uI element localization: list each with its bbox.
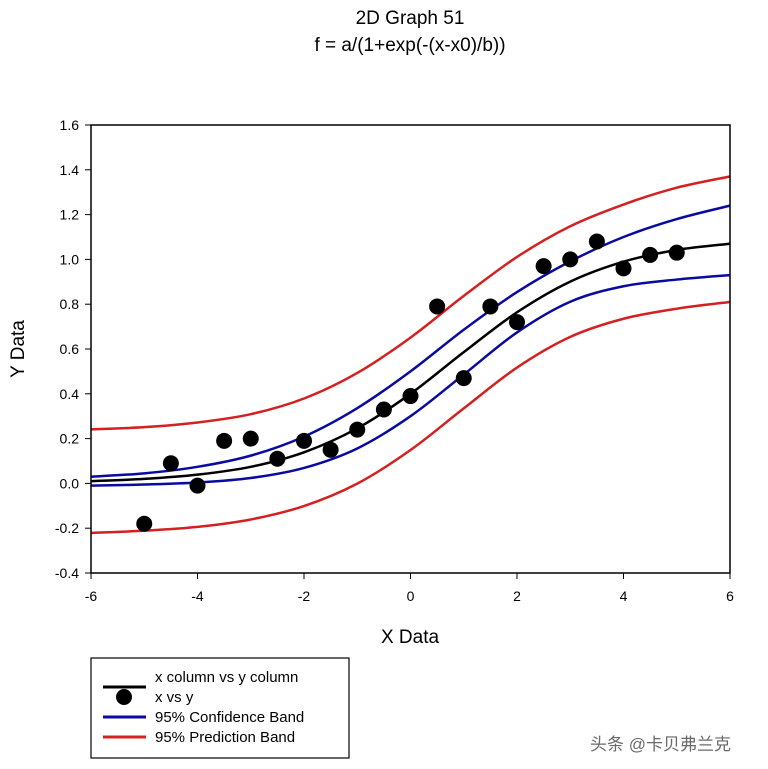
y-tick-label: 1.0	[60, 251, 80, 267]
x-axis-label: X Data	[381, 627, 440, 648]
legend-label-prediction: 95% Prediction Band	[155, 729, 295, 746]
prediction-band-lower	[90, 300, 731, 535]
confidence-band-upper	[90, 204, 731, 478]
x-tick-label: -4	[191, 588, 204, 604]
legend: x column vs y column x vs y 95% Confiden…	[90, 657, 350, 759]
x-tick-label: 4	[620, 588, 628, 604]
y-tick-label: 0.2	[60, 431, 80, 447]
data-point	[242, 430, 259, 447]
x-tick-label: 0	[407, 588, 415, 604]
confidence-band-lower	[90, 273, 731, 487]
watermark: 头条 @卡贝弗兰克	[590, 735, 731, 754]
data-point	[535, 258, 552, 275]
data-point	[216, 432, 233, 449]
data-point	[588, 233, 605, 250]
y-tick-label: 1.2	[60, 207, 80, 223]
data-point	[322, 441, 339, 458]
prediction-band-upper	[90, 175, 731, 431]
data-point	[668, 244, 685, 261]
data-point	[402, 388, 419, 405]
y-tick-label: 1.6	[60, 117, 80, 133]
data-point	[615, 260, 632, 277]
data-point	[296, 432, 312, 449]
x-tick-label: 2	[513, 588, 521, 604]
x-tick-label: -2	[298, 588, 311, 604]
chart-title: 2D Graph 51	[355, 8, 465, 29]
data-point	[349, 421, 366, 438]
data-point	[562, 251, 579, 268]
data-point	[455, 370, 472, 387]
legend-marker-points	[116, 689, 132, 705]
data-point	[509, 314, 525, 331]
data-point	[189, 477, 206, 494]
x-tick-label: -6	[85, 588, 98, 604]
y-tick-label: -0.4	[55, 565, 79, 581]
data-point	[136, 515, 153, 532]
data-point	[642, 246, 659, 263]
data-point	[482, 298, 499, 315]
y-tick-label: -0.2	[55, 520, 79, 536]
chart-subtitle: f = a/(1+exp(-(x-x0)/b))	[314, 35, 506, 56]
data-point	[269, 450, 286, 467]
data-point	[162, 455, 179, 472]
data-point	[375, 401, 392, 418]
plot-frame	[90, 124, 731, 574]
y-tick-label: 0.6	[60, 341, 80, 357]
data-point	[429, 298, 446, 315]
y-tick-label: 0.4	[60, 386, 80, 402]
y-tick-label: 1.4	[60, 162, 80, 178]
legend-label-confidence: 95% Confidence Band	[155, 709, 304, 726]
fit-curve	[90, 242, 731, 483]
legend-label-fit: x column vs y column	[155, 669, 298, 686]
y-tick-label: 0.8	[60, 296, 80, 312]
legend-label-points: x vs y	[155, 689, 194, 706]
y-axis-label: Y Data	[8, 320, 29, 378]
y-tick-label: 0.0	[60, 475, 80, 491]
x-tick-label: 6	[726, 588, 734, 604]
